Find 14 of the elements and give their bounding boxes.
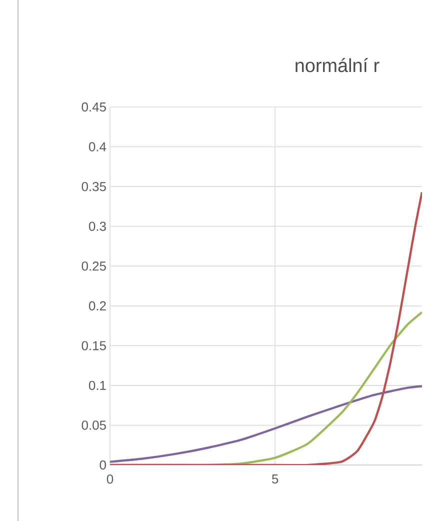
y-tick-label: 0 (100, 460, 106, 470)
y-tick-label: 0.4 (88, 142, 106, 152)
chart-title: normální r (296, 58, 380, 72)
y-tick-label: 0.45 (82, 102, 106, 112)
y-tick-label: 0.05 (82, 420, 106, 430)
line-series (110, 385, 422, 463)
y-tick-label: 0.35 (82, 182, 106, 192)
y-tick-label: 0.2 (88, 301, 106, 310)
y-tick-label: 0.15 (82, 341, 106, 350)
y-tick-label: 0.25 (82, 262, 106, 271)
y-tick-label: 0.3 (88, 222, 106, 231)
line-series (110, 191, 422, 465)
y-tick-label: 0.1 (88, 380, 106, 390)
x-tick-label: 5 (272, 474, 278, 484)
